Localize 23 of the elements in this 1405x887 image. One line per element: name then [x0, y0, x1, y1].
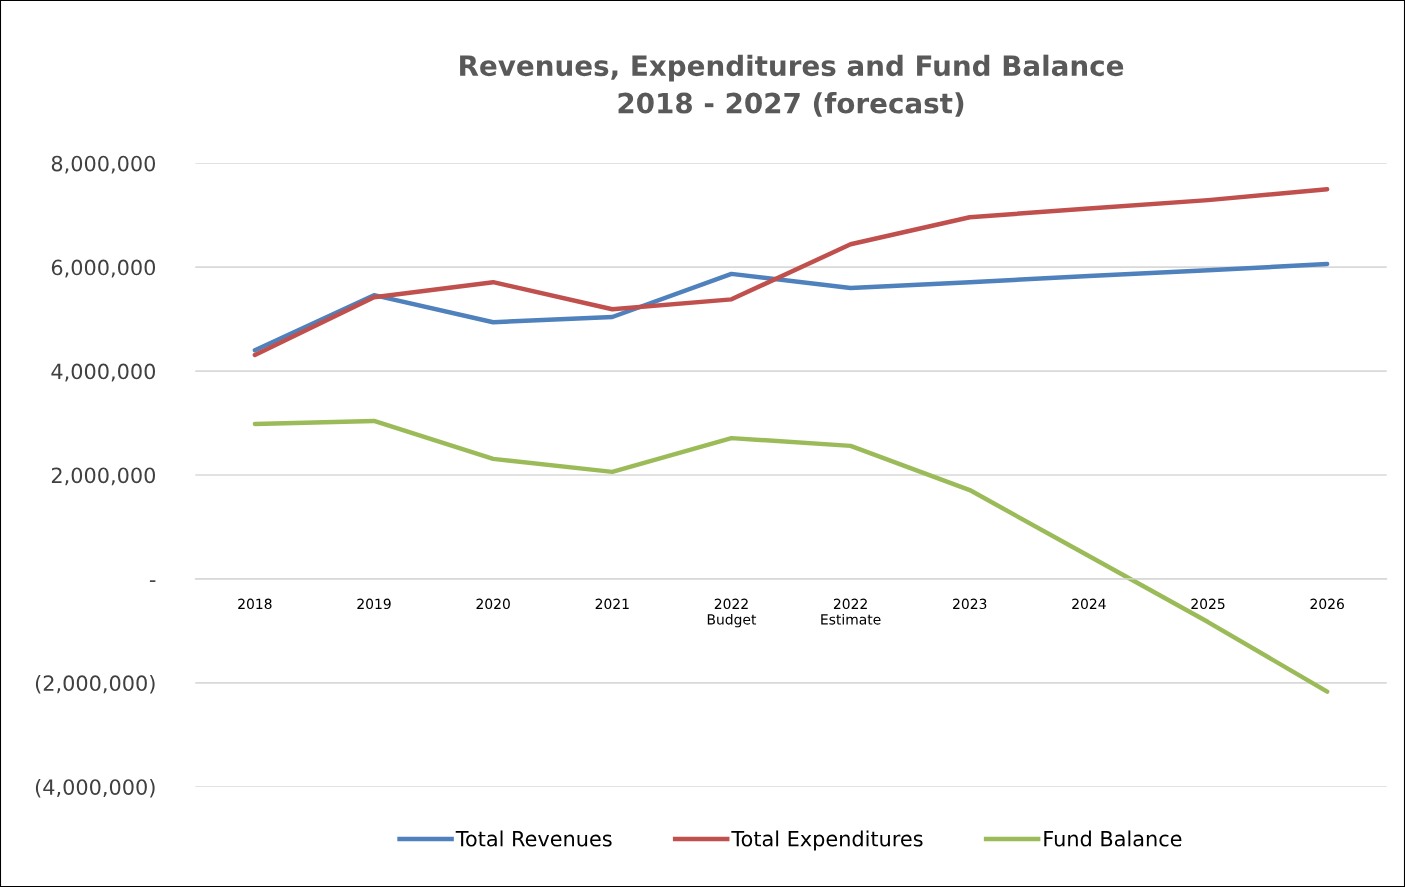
x-tick-label: 2022 Estimate [821, 598, 881, 625]
x-tick-label: 2021 [595, 598, 629, 610]
y-tick-label: (4,000,000) [35, 778, 155, 798]
x-tick-label: 2023 [953, 598, 987, 610]
y-tick-label: 2,000,000 [51, 467, 156, 486]
legend-label: Total Expenditures [731, 830, 923, 851]
y-tick-label: - [149, 580, 156, 582]
line-series [252, 261, 1330, 353]
y-tick-label: 8,000,000 [51, 155, 156, 174]
x-tick-label: 2019 [357, 598, 391, 610]
y-tick-label: (2,000,000) [35, 674, 155, 694]
y-tick-label: 6,000,000 [51, 259, 156, 278]
legend-label: Fund Balance [1044, 830, 1182, 847]
y-tick-label: 4,000,000 [51, 363, 156, 382]
x-tick-label: 2020 [476, 598, 510, 610]
x-tick-label: 2018 [238, 598, 272, 610]
legend-label: Total Revenues [455, 830, 612, 847]
x-tick-label: 2025 [1191, 598, 1225, 610]
line-series [252, 186, 1330, 358]
chart-title: Revenues, Expenditures and Fund Balance 2018 - 2027 (forecast) [460, 54, 1124, 117]
x-tick-label: 2026 [1310, 598, 1344, 610]
x-tick-label: 2024 [1072, 598, 1106, 610]
x-tick-label: 2022 Budget [707, 598, 757, 628]
